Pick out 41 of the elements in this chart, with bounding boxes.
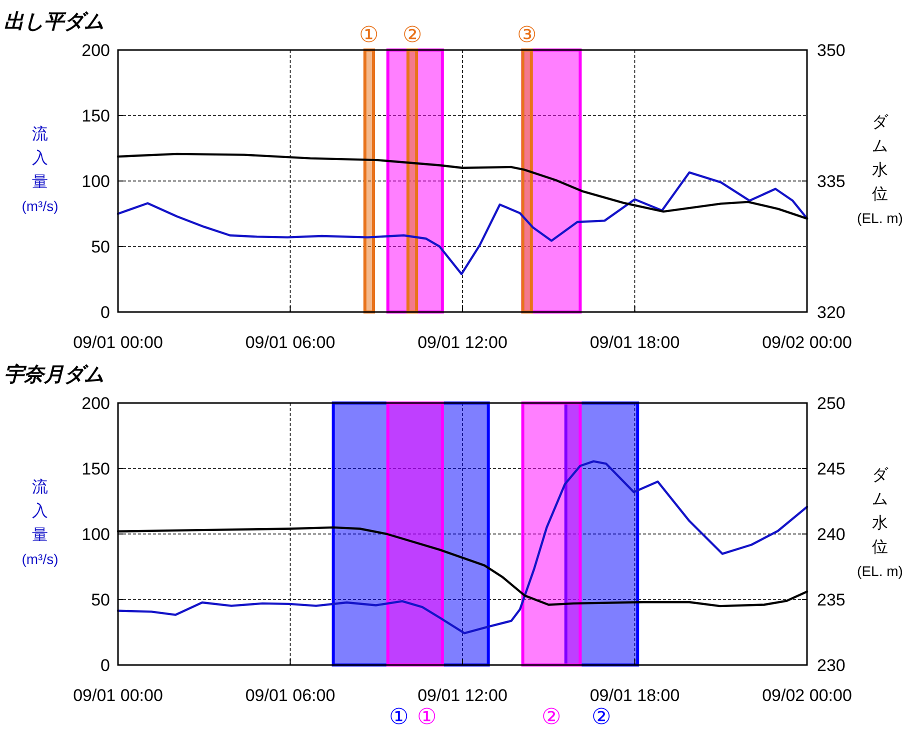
band-label: ②	[592, 704, 612, 729]
y2-tick-label: 240	[817, 525, 846, 544]
x-tick-label: 09/01 18:00	[590, 333, 680, 352]
band-label: ②	[541, 704, 562, 729]
y2-axis-title: ダム水位(EL. m)	[857, 467, 903, 579]
y2-tick-label: 235	[817, 590, 846, 610]
band-label: ③	[517, 22, 538, 47]
y-tick-label: 0	[100, 656, 110, 675]
band-label: ①	[388, 704, 409, 729]
y-tick-label: 50	[91, 590, 110, 610]
y-tick-label: 100	[82, 172, 110, 191]
band-label: ②	[402, 22, 422, 47]
x-tick-label: 09/01 18:00	[590, 686, 680, 705]
y-tick-label: 0	[100, 303, 110, 322]
y-tick-label: 150	[82, 106, 110, 126]
y-tick-label: 50	[91, 238, 110, 256]
x-tick-label: 09/01 00:00	[73, 333, 163, 352]
y-tick-label: 100	[82, 525, 110, 544]
y-tick-label: 200	[82, 41, 110, 60]
y2-tick-label: 350	[817, 41, 846, 60]
chart-title: 出し平ダム	[4, 11, 104, 33]
y2-tick-label: 230	[817, 656, 846, 675]
x-tick-label: 09/01 12:00	[418, 333, 508, 352]
y2-tick-label: 245	[817, 460, 846, 478]
x-tick-label: 09/01 12:00	[418, 686, 508, 705]
band-label: ①	[416, 704, 437, 729]
x-tick-label: 09/02 00:00	[762, 686, 852, 705]
x-tick-label: 09/01 06:00	[245, 686, 336, 705]
x-tick-label: 09/02 00:00	[762, 333, 852, 352]
y2-axis-title: ダム水位(EL. m)	[857, 114, 903, 226]
y-axis-title: 流入量(m³/s)	[22, 125, 58, 214]
chart-title: 宇奈月ダム	[4, 363, 104, 386]
x-tick-label: 09/01 06:00	[245, 333, 336, 352]
y-axis-title: 流入量(m³/s)	[22, 478, 58, 567]
y-tick-label: 150	[82, 460, 110, 478]
y2-tick-label: 250	[817, 394, 846, 413]
band-label: ①	[359, 22, 380, 47]
y-tick-label: 200	[82, 394, 110, 413]
y2-tick-label: 320	[817, 303, 846, 322]
y2-tick-label: 335	[817, 172, 846, 191]
x-tick-label: 09/01 00:00	[73, 686, 163, 705]
